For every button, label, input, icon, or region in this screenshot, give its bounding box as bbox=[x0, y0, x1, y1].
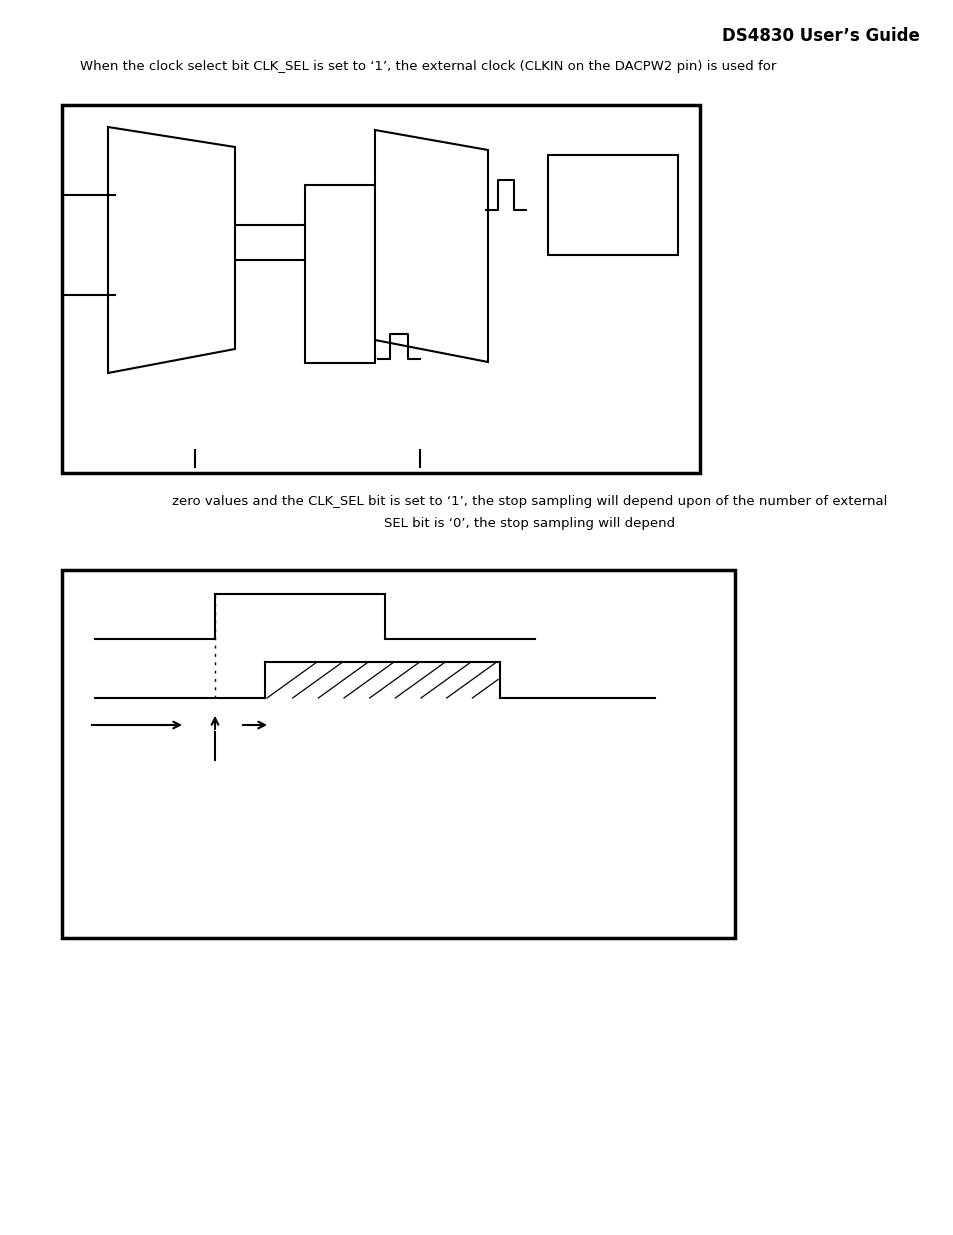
Text: When the clock select bit CLK_SEL is set to ‘1’, the external clock (CLKIN on th: When the clock select bit CLK_SEL is set… bbox=[80, 61, 776, 73]
Bar bbox=[62, 571, 734, 939]
Bar bbox=[547, 156, 678, 254]
Polygon shape bbox=[108, 127, 234, 373]
Text: SEL bit is ‘0’, the stop sampling will depend: SEL bit is ‘0’, the stop sampling will d… bbox=[384, 517, 675, 530]
Polygon shape bbox=[375, 130, 488, 362]
Text: zero values and the CLK_SEL bit is set to ‘1’, the stop sampling will depend upo: zero values and the CLK_SEL bit is set t… bbox=[172, 495, 886, 508]
Text: DS4830 User’s Guide: DS4830 User’s Guide bbox=[721, 27, 919, 44]
Bar bbox=[62, 105, 700, 473]
Bar bbox=[305, 185, 375, 363]
